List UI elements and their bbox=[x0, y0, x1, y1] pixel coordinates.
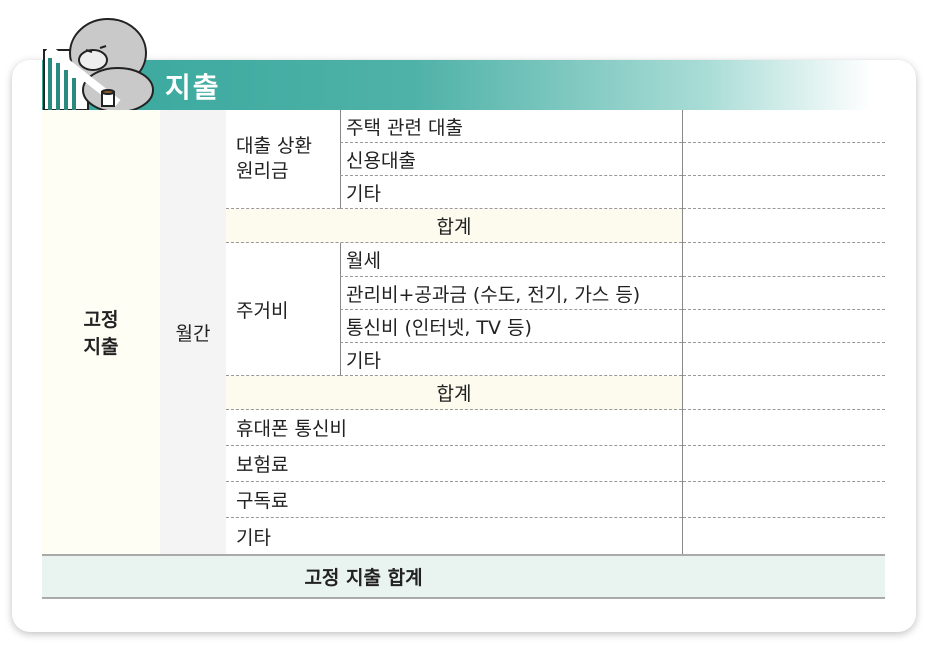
section-header-band bbox=[42, 60, 872, 110]
value-cell[interactable] bbox=[683, 482, 885, 518]
row-label: 기타 bbox=[340, 343, 682, 376]
row-label: 관리비+공과금 (수도, 전기, 가스 등) bbox=[340, 277, 682, 310]
value-cell[interactable] bbox=[683, 376, 885, 410]
row-label: 기타 bbox=[340, 176, 682, 209]
value-cell[interactable] bbox=[683, 446, 885, 482]
value-cell[interactable] bbox=[683, 343, 885, 376]
row-label: 휴대폰 통신비 bbox=[226, 410, 682, 446]
row-label: 구독료 bbox=[226, 482, 682, 518]
category-fixed-expense: 고정 지출 bbox=[42, 110, 160, 554]
fixed-expense-total-label: 고정 지출 합계 bbox=[42, 554, 885, 599]
value-cell[interactable] bbox=[683, 243, 885, 277]
value-cell[interactable] bbox=[683, 176, 885, 209]
value-cell[interactable] bbox=[683, 310, 885, 343]
row-label: 보험료 bbox=[226, 446, 682, 482]
row-label: 주택 관련 대출 bbox=[340, 110, 682, 143]
value-cell[interactable] bbox=[683, 110, 885, 143]
row-label: 통신비 (인터넷, TV 등) bbox=[340, 310, 682, 343]
row-label: 신용대출 bbox=[340, 143, 682, 176]
loan-sum-label: 합계 bbox=[226, 209, 682, 243]
value-cell[interactable] bbox=[683, 518, 885, 554]
period-monthly: 월간 bbox=[160, 110, 226, 554]
value-cell[interactable] bbox=[683, 277, 885, 310]
seal-mascot-icon bbox=[43, 18, 154, 110]
total-label-text: 고정 지출 합계 bbox=[304, 567, 423, 589]
value-cell[interactable] bbox=[683, 143, 885, 176]
value-cell[interactable] bbox=[683, 209, 885, 243]
group-loan-label: 대출 상환 원리금 bbox=[226, 110, 340, 209]
group-housing-label: 주거비 bbox=[226, 243, 340, 376]
value-cell[interactable] bbox=[683, 410, 885, 446]
row-label: 기타 bbox=[236, 526, 271, 549]
housing-sum-label: 합계 bbox=[226, 376, 682, 410]
section-title: 지출 bbox=[165, 71, 221, 104]
row-label: 월세 bbox=[340, 243, 682, 277]
